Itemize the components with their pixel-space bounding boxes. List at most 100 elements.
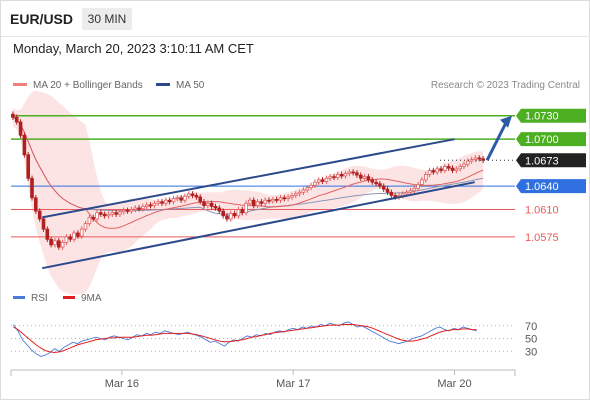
candle-body (469, 159, 474, 162)
candle-body (351, 171, 355, 174)
candle-body (378, 183, 382, 187)
chart-header: EUR/USD 30 MIN (0, 0, 590, 36)
legend-item-ma20[interactable]: MA 20 + Bollinger Bands (13, 80, 143, 92)
level-label-1.0640: 1.0640 (525, 181, 559, 193)
channel-upper-line (42, 138, 455, 219)
candle-body (144, 204, 149, 207)
candle-body (335, 173, 340, 178)
candle-body (320, 179, 325, 182)
candle-body (34, 197, 38, 212)
legend-label-9ma: 9MA (81, 293, 102, 304)
candle-body (26, 154, 30, 179)
candle-body (141, 205, 145, 210)
candle-body (389, 191, 394, 196)
header-divider (0, 36, 590, 37)
channel-lower-line (42, 181, 475, 270)
level-label-1.0575: 1.0575 (525, 232, 559, 244)
candle-body (228, 213, 233, 220)
candle-body (270, 198, 275, 202)
candle-body (99, 212, 103, 215)
candle-body (194, 195, 199, 198)
candle-body (305, 187, 310, 191)
bollinger-band-area (12, 90, 484, 295)
candle-body (11, 113, 15, 118)
legend-label-ma50: MA 50 (176, 80, 205, 91)
candle-body (129, 209, 134, 212)
candle-body (91, 216, 96, 220)
candle-body (324, 177, 329, 182)
candle-body (278, 197, 283, 201)
candle-body (439, 168, 443, 171)
candle-body (206, 202, 210, 207)
candle-body (183, 195, 187, 201)
candle-body (49, 238, 53, 246)
candle-body (22, 134, 27, 156)
candle-body (171, 198, 176, 203)
candle-body (420, 179, 424, 185)
candle-body (83, 223, 88, 230)
candle-body (167, 199, 172, 203)
projection-arrow-head (500, 115, 512, 128)
legend-item-ma50[interactable]: MA 50 (156, 80, 204, 92)
candle-body (244, 202, 248, 214)
rsi-ma9-line (13, 324, 477, 354)
candle-body (30, 177, 34, 199)
candle-body (175, 197, 180, 200)
candle-body (209, 202, 214, 207)
projection-arrow-shaft (485, 120, 509, 161)
candle-body (41, 218, 46, 230)
candle-body (282, 197, 287, 200)
candle-body (339, 173, 344, 177)
credit-text: Research © 2023 Trading Central (430, 80, 580, 91)
legend-item-9ma[interactable]: 9MA (63, 293, 102, 305)
candle-body (160, 201, 164, 204)
candle-body (412, 187, 417, 192)
candle-body (358, 174, 363, 179)
candle-body (462, 163, 466, 167)
candle-body (190, 193, 195, 196)
candle-body (290, 195, 294, 198)
candle-body (110, 212, 115, 215)
legend-swatch-9ma (63, 295, 75, 299)
candle-body (374, 181, 378, 185)
legend-swatch-rsi (13, 295, 25, 299)
candle-body (443, 166, 447, 171)
x-tick-label: Mar 16 (105, 378, 139, 390)
candle-body (202, 201, 206, 206)
timeframe-button[interactable]: 30 MIN (82, 8, 132, 30)
candle-body (225, 215, 229, 220)
candle-body (381, 185, 386, 190)
candle-body (57, 240, 61, 248)
candle-body (286, 196, 290, 200)
candle-body (236, 209, 241, 217)
candle-body (125, 209, 130, 212)
rsi-tick-label: 30 (525, 346, 537, 358)
candle-body (454, 168, 459, 171)
candle-body (102, 213, 107, 217)
symbol-title: EUR/USD (10, 11, 74, 27)
candle-body (450, 167, 455, 171)
candle-body (60, 241, 65, 248)
ma50-line (12, 116, 484, 215)
candle-body (156, 201, 161, 204)
legend-item-rsi[interactable]: RSI (13, 293, 48, 305)
candle-body (133, 207, 138, 211)
legend-swatch-ma50 (156, 82, 170, 86)
candle-body (64, 236, 69, 243)
candle-body (255, 201, 260, 206)
candle-body (481, 158, 485, 161)
ma20-line (12, 116, 484, 229)
chart-datetime: Monday, March 20, 2023 3:10:11 AM CET (13, 41, 254, 56)
level-label-1.0673: 1.0673 (525, 155, 559, 167)
candle-body (251, 199, 256, 207)
candle-body (366, 176, 371, 181)
candle-body (14, 116, 19, 123)
candle-body (186, 193, 191, 197)
candle-body (332, 176, 336, 179)
candle-body (301, 189, 306, 193)
candle-body (458, 166, 462, 170)
candle-body (347, 171, 352, 175)
rsi-line (12, 321, 477, 357)
candle-body (416, 184, 420, 189)
